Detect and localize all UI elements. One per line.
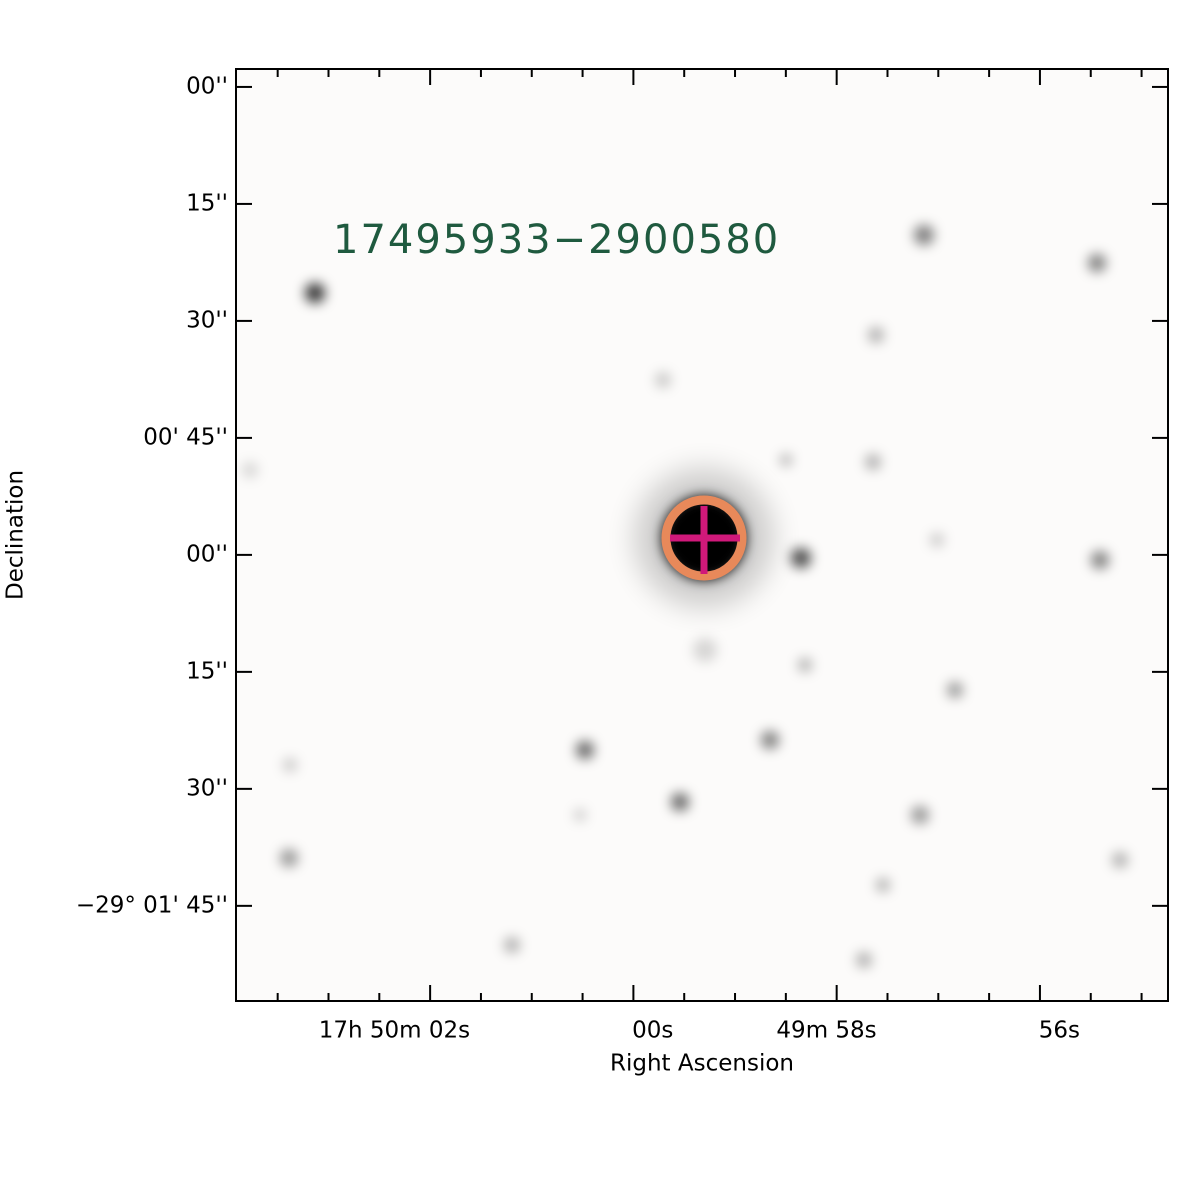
y-tick-label: 00'' <box>186 541 228 567</box>
y-tick-label: 30'' <box>186 775 228 801</box>
y-tick-label: 00'' <box>186 73 228 99</box>
y-tick-label: 00' 45'' <box>143 424 228 450</box>
x-tick-label: 49m 58s <box>776 1018 876 1044</box>
plot-frame <box>235 68 1169 1002</box>
y-tick-label: −29° 01' 45'' <box>76 892 228 918</box>
y-tick-label: 15'' <box>186 190 228 216</box>
x-tick-label: 56s <box>1039 1018 1080 1044</box>
target-marker <box>661 495 747 581</box>
x-tick-label: 00s <box>632 1018 673 1044</box>
y-axis-label: Declination <box>3 470 29 600</box>
object-label: 17495933−2900580 <box>333 217 780 263</box>
y-tick-label: 30'' <box>186 307 228 333</box>
y-tick-label: 15'' <box>186 658 228 684</box>
x-axis-label: Right Ascension <box>610 1051 794 1077</box>
x-tick-label: 17h 50m 02s <box>319 1018 470 1044</box>
